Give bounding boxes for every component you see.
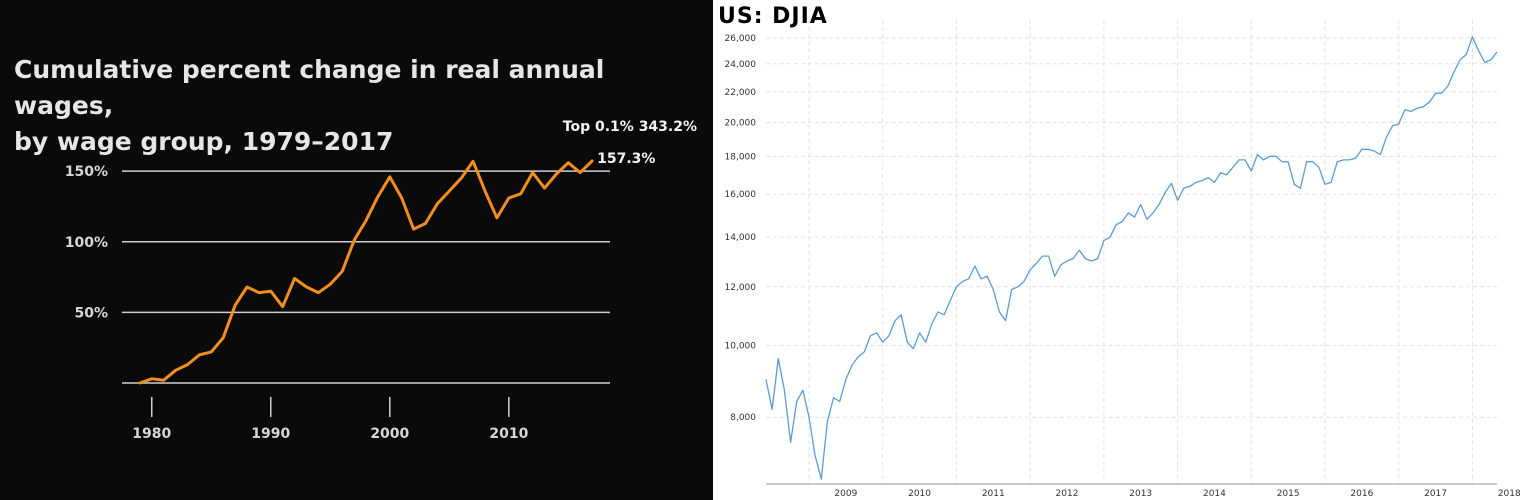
end-value-annotation: 157.3% [597,151,655,167]
y-tick-label: 16,000 [725,190,757,200]
y-tick-label: 26,000 [725,34,757,44]
wages-series-line [138,159,594,385]
x-tick-label: 1990 [251,426,290,442]
y-tick-label: 150% [65,164,108,180]
x-tick-label: 2012 [1056,489,1079,499]
djia-chart-panel: US: DJIA 8,000 10,000 12,000 14,000 16,000 18… [716,0,1520,500]
x-tick-label: 2018 [1498,489,1520,499]
x-tick-label: 1980 [132,426,171,442]
x-tick-label: 2014 [1203,489,1226,499]
y-tick-label: 22,000 [725,88,757,98]
y-tick-label: 20,000 [725,118,757,128]
y-tick-label: 24,000 [725,60,757,70]
wages-chart-title: Cumulative percent change in real annual… [14,55,605,156]
x-tick-label: 2009 [834,489,857,499]
djia-chart-title: US: DJIA [718,4,828,29]
x-tick-label: 2016 [1350,489,1373,499]
y-tick-label: 18,000 [725,152,757,162]
wages-chart: 50% 100% 150% 1980 1990 2000 2010 Top 0.1% 343.… [65,119,697,442]
x-tick-label: 2013 [1129,489,1152,499]
y-tick-label: 10,000 [725,341,757,351]
x-tick-label: 2011 [982,489,1005,499]
x-tick-label: 2000 [370,426,409,442]
djia-chart: 8,000 10,000 12,000 14,000 16,000 18,000 20,00… [725,20,1520,499]
y-tick-label: 12,000 [725,283,757,293]
wages-chart-panel: Cumulative percent change in real annual… [0,0,713,500]
y-tick-label: 14,000 [725,233,757,243]
djia-series-line [765,36,1498,480]
y-tick-label: 8,000 [730,413,756,423]
top-group-annotation: Top 0.1% 343.2% [563,119,697,135]
x-tick-label: 2015 [1277,489,1300,499]
y-tick-label: 50% [74,305,108,321]
x-tick-label: 2010 [489,426,528,442]
x-tick-label: 2017 [1424,489,1447,499]
y-tick-label: 100% [65,235,108,251]
x-tick-label: 2010 [908,489,931,499]
